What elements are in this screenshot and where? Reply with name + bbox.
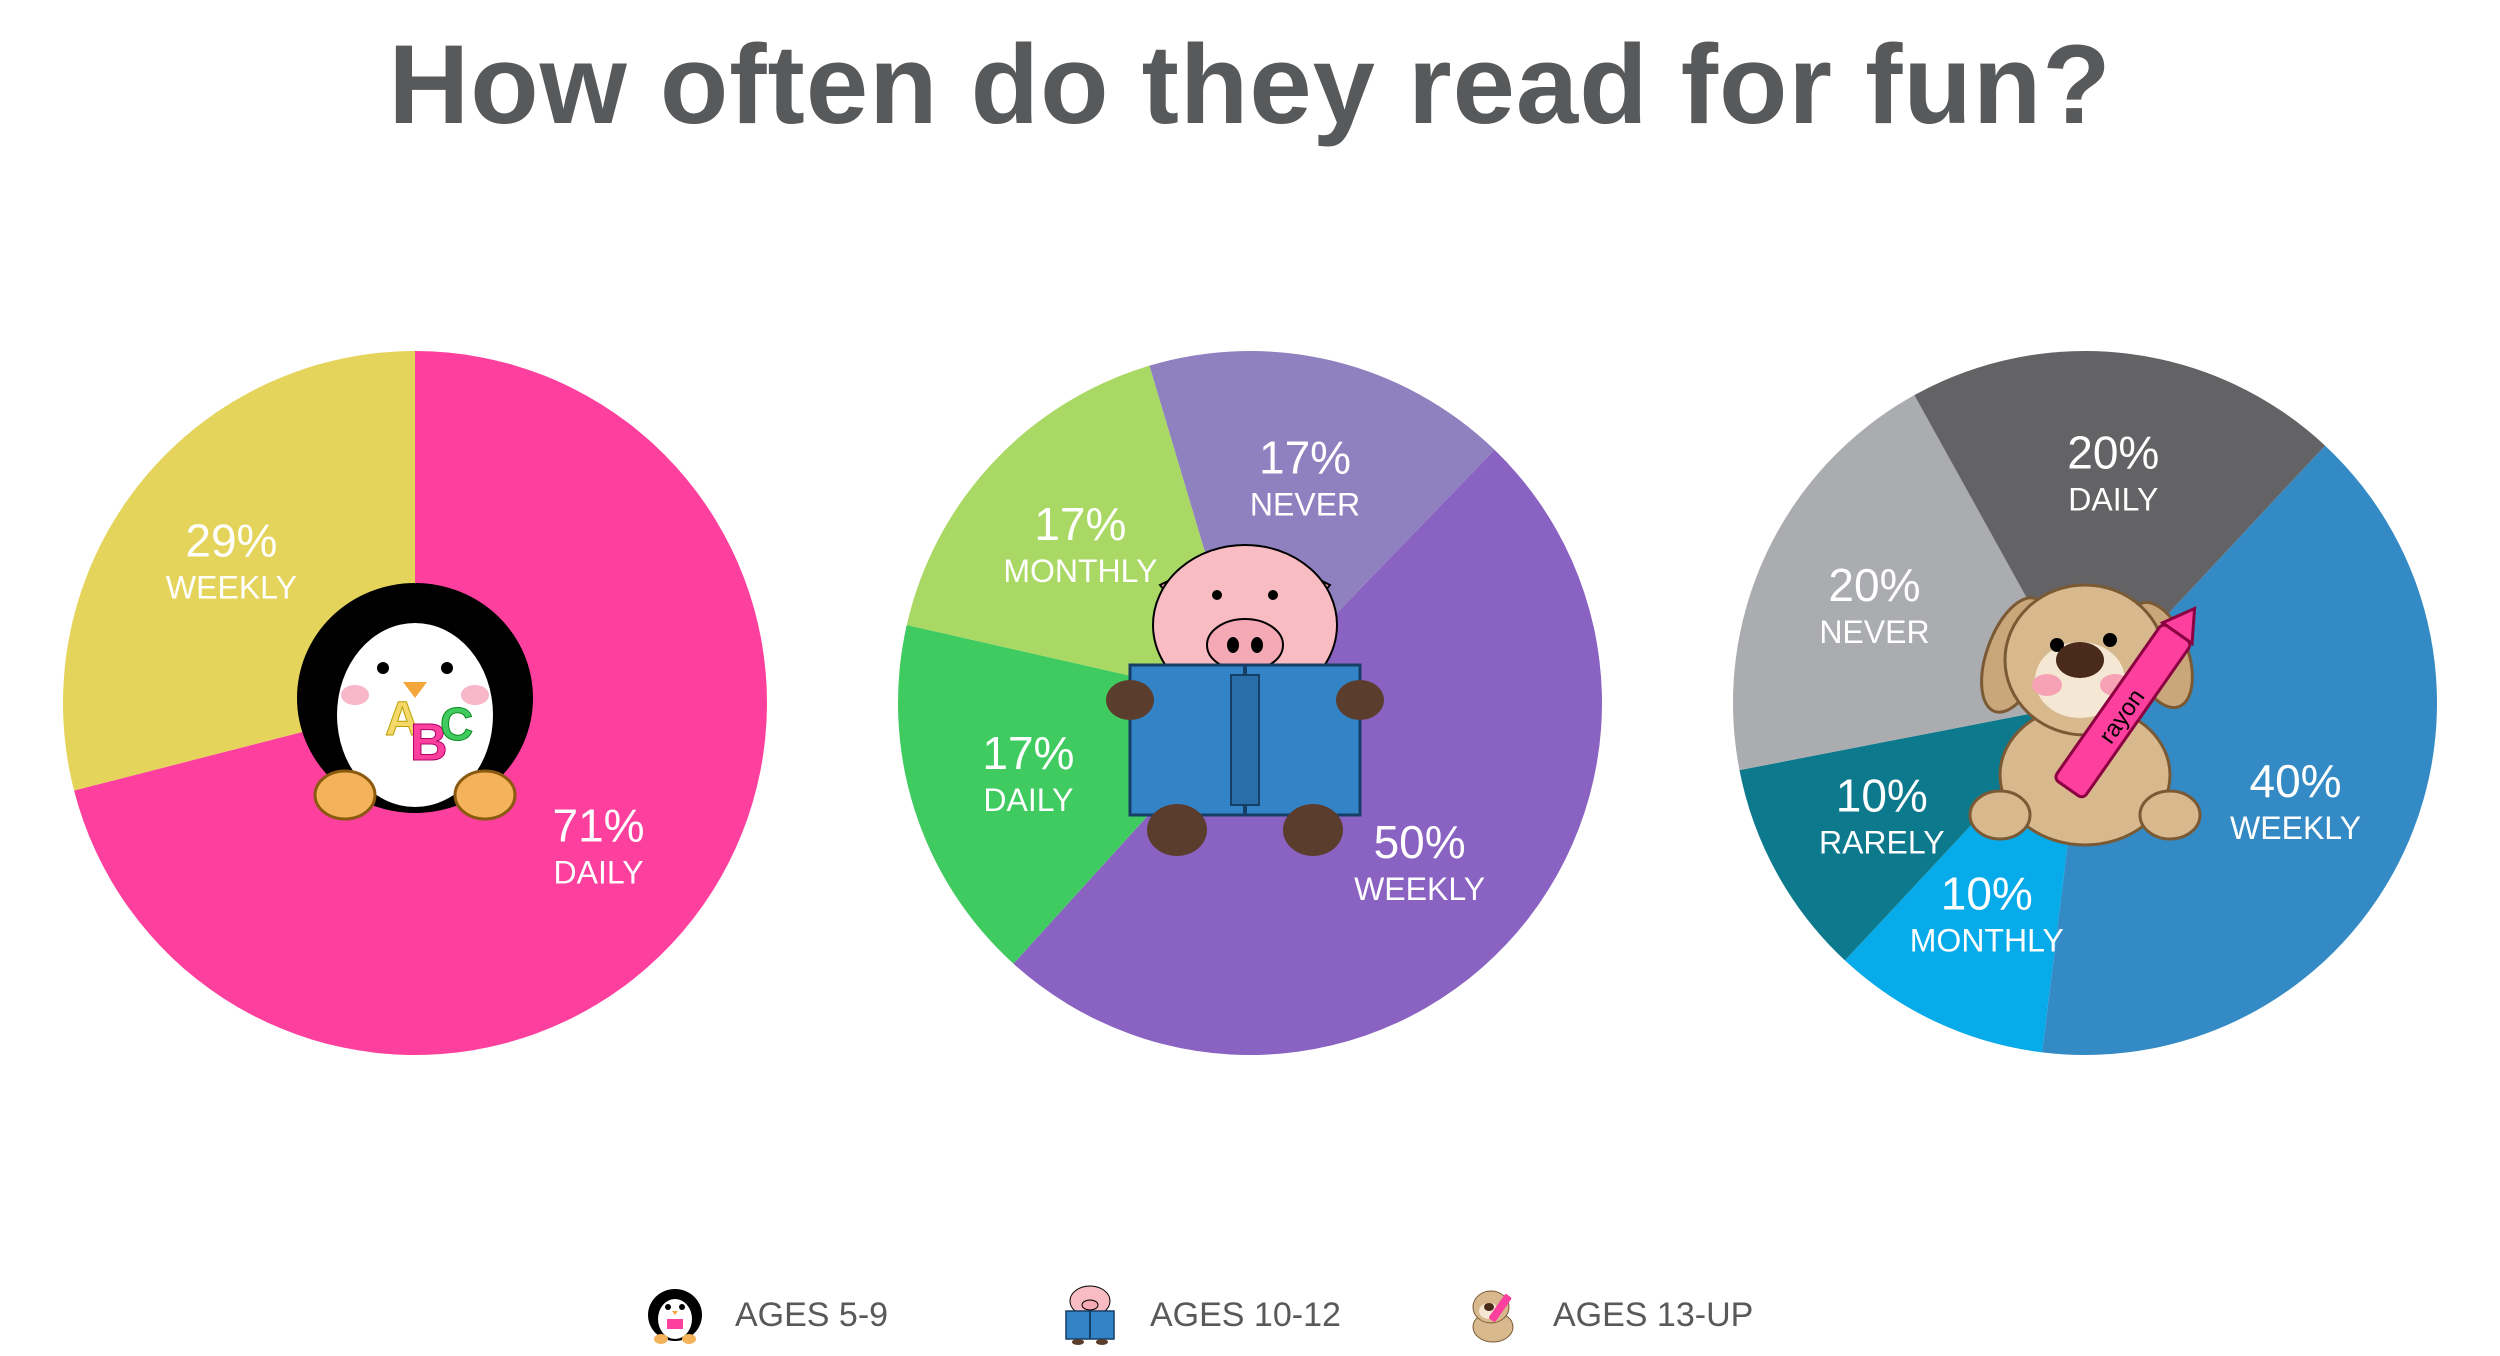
svg-text:C: C (440, 698, 473, 750)
pie-slice-weekly (2042, 445, 2438, 1056)
legend-label: AGES 13-UP (1553, 1295, 1754, 1334)
slice-category-label: MONTHLY (1910, 923, 2064, 959)
slice-percent-label: 20% (1828, 559, 1920, 611)
legend-item-ages-5-9: AGES 5-9 (645, 1285, 888, 1345)
penguin-icon (648, 1289, 702, 1344)
slice-percent-label: 10% (1941, 868, 2033, 920)
chart-title: How often do they read for fun? (388, 22, 2112, 147)
slice-category-label: WEEKLY (2230, 810, 2361, 846)
penguin-icon: A B C (297, 583, 533, 821)
pig-icon (1106, 544, 1384, 856)
slice-percent-label: 40% (2250, 755, 2342, 807)
slice-percent-label: 29% (185, 515, 277, 567)
legend-label: AGES 10-12 (1150, 1295, 1341, 1334)
slice-percent-label: 50% (1374, 816, 1466, 868)
slice-percent-label: 17% (982, 727, 1074, 779)
slice-percent-label: 20% (2067, 426, 2159, 478)
dog-icon (1472, 1290, 1514, 1343)
slice-category-label: WEEKLY (1354, 871, 1485, 907)
svg-text:B: B (410, 714, 448, 772)
legend-item-ages-10-12: AGES 10-12 (1060, 1285, 1341, 1345)
slice-category-label: NEVER (1250, 486, 1360, 522)
slice-percent-label: 71% (553, 799, 645, 851)
slice-category-label: MONTHLY (1003, 553, 1157, 589)
slice-category-label: WEEKLY (166, 570, 297, 606)
pie-slice-daily (1914, 350, 2326, 703)
slice-category-label: RARELY (1819, 825, 1945, 861)
dog-icon: rayon (1968, 583, 2202, 847)
legend-label: AGES 5-9 (735, 1295, 889, 1334)
slice-category-label: DAILY (554, 854, 644, 890)
svg-text:A: A (385, 693, 420, 746)
slice-category-label: DAILY (2068, 481, 2158, 517)
slice-percent-label: 17% (1034, 498, 1126, 550)
slice-category-label: DAILY (983, 782, 1073, 818)
slice-category-label: NEVER (1819, 614, 1929, 650)
pig-icon (1065, 1285, 1115, 1345)
legend: AGES 5-9 AGES 10-12 AGES 13-UP (0, 1285, 2500, 1345)
pie-slice-rarely (1739, 703, 2085, 961)
slice-percent-label: 17% (1259, 431, 1351, 483)
slice-percent-label: 10% (1836, 770, 1928, 822)
legend-item-ages-13-up: AGES 13-UP (1463, 1285, 1753, 1345)
